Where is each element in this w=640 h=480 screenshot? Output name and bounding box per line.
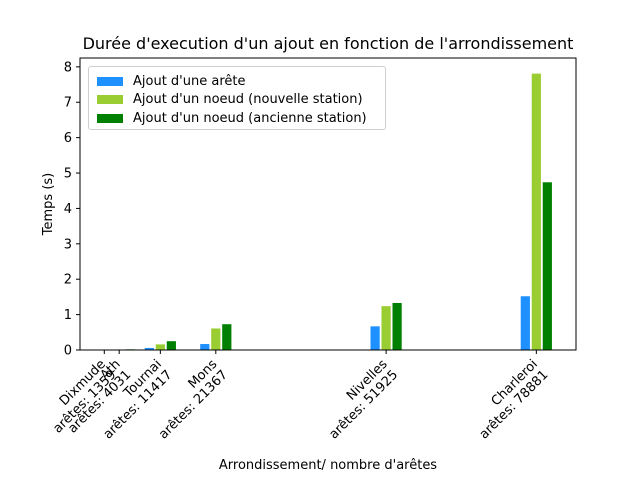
legend: Ajout d'une arête Ajout d'un noeud (nouv…: [88, 66, 386, 130]
legend-swatch-new-station: [97, 94, 123, 104]
y-tick-label: 4: [64, 202, 72, 217]
bar-3-4: [221, 323, 233, 351]
bar-2-6: [530, 72, 542, 351]
bar-1-4: [199, 343, 211, 351]
y-tick-label: 1: [64, 308, 72, 323]
chart-title: Durée d'execution d'un ajout en fonction…: [83, 34, 574, 53]
y-tick-label: 0: [64, 344, 72, 359]
bar-2-4: [210, 327, 222, 351]
legend-swatch-old-station: [97, 113, 123, 123]
y-tick-label: 6: [64, 131, 72, 146]
bar-1-5: [369, 325, 381, 351]
y-tick-label: 5: [64, 167, 72, 182]
bar-2-5: [380, 305, 392, 351]
y-tick-label: 2: [64, 273, 72, 288]
bar-3-5: [391, 302, 403, 351]
y-axis-label: Temps (s): [41, 173, 56, 236]
y-tick-label: 8: [64, 60, 72, 75]
legend-label-old-station: Ajout d'un noeud (ancienne station): [133, 110, 367, 126]
legend-label-edge: Ajout d'une arête: [133, 73, 246, 89]
y-tick-label: 3: [64, 237, 72, 252]
legend-item-old-station: Ajout d'un noeud (ancienne station): [97, 109, 367, 127]
x-axis-label: Arrondissement/ nombre d'arêtes: [219, 458, 437, 473]
y-tick-label: 7: [64, 96, 72, 111]
legend-item-new-station: Ajout d'un noeud (nouvelle station): [97, 90, 363, 108]
legend-label-new-station: Ajout d'un noeud (nouvelle station): [133, 91, 363, 107]
bar-3-3: [165, 340, 177, 351]
bar-2-3: [154, 343, 166, 351]
legend-swatch-edge: [97, 76, 123, 86]
bar-1-6: [519, 295, 531, 351]
x-tick-label: Charleroiarêtes: 78881: [466, 357, 551, 442]
legend-item-edge: Ajout d'une arête: [97, 72, 245, 90]
axes-frame: [79, 57, 577, 351]
x-tick-label: Nivellesarêtes: 51925: [316, 357, 402, 443]
bar-3-6: [541, 181, 553, 351]
